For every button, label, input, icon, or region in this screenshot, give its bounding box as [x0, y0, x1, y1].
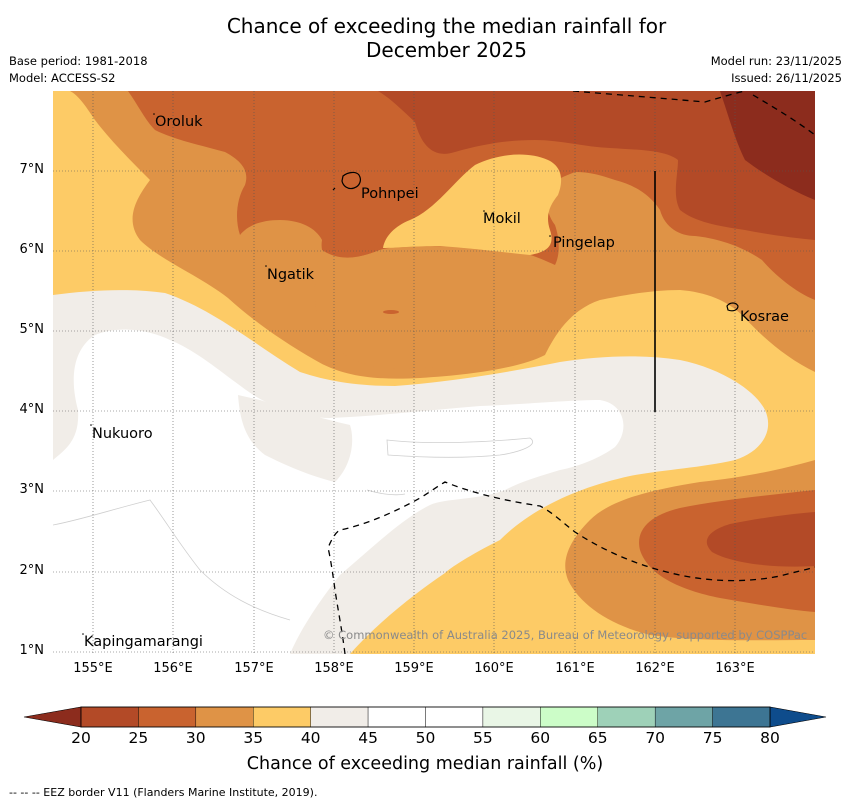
colorbar-tick: 30	[185, 729, 206, 747]
colorbar-cell	[482, 706, 541, 728]
x-tick-label: 155°E	[73, 661, 113, 676]
title-line-2: December 2025	[366, 38, 527, 62]
place-label-pingelap: Pingelap	[553, 235, 615, 251]
colorbar-cell	[425, 706, 484, 728]
meta-right: Model run: 23/11/2025 Issued: 26/11/2025	[711, 53, 842, 87]
eez-note: -- -- -- EEZ border V11 (Flanders Marine…	[9, 786, 318, 799]
contour-3	[366, 489, 406, 496]
title-line-1: Chance of exceeding the median rainfall …	[226, 14, 667, 38]
y-tick-label: 3°N	[19, 482, 45, 497]
colorbar-tick: 40	[300, 729, 321, 747]
colorbar-tick: 35	[243, 729, 264, 747]
y-tick-label: 1°N	[19, 643, 45, 658]
x-tick-label: 158°E	[314, 661, 354, 676]
colorbar-tick: 65	[587, 729, 608, 747]
colorbar-tick: 50	[415, 729, 436, 747]
pingelap-island	[549, 235, 551, 237]
grid-lines	[53, 91, 815, 654]
colorbar-cell	[540, 706, 598, 728]
y-tick-label: 2°N	[19, 563, 45, 578]
band-20-25-north	[378, 91, 815, 240]
x-tick-label: 156°E	[153, 661, 193, 676]
colorbar-cell	[712, 706, 771, 728]
issued-label: Issued: 26/11/2025	[731, 71, 842, 85]
colorbar-tick: 20	[71, 729, 91, 747]
place-label-kosrae: Kosrae	[740, 309, 789, 325]
base-period-label: Base period: 1981-2018	[9, 54, 148, 68]
band-20-25-southeast	[706, 512, 815, 567]
model-run-label: Model run: 23/11/2025	[710, 54, 842, 68]
x-tick-label: 157°E	[234, 661, 274, 676]
place-label-kapingamarangi: Kapingamarangi	[84, 634, 203, 650]
place-label-ngatik: Ngatik	[267, 267, 315, 283]
colorbar-tick: 55	[473, 729, 493, 747]
colorbar-tick: 75	[702, 729, 723, 747]
model-label: Model: ACCESS-S2	[9, 71, 116, 85]
ngatik-island	[265, 265, 267, 267]
colorbar-tick: 80	[760, 729, 780, 747]
y-tick-label: 4°N	[19, 402, 45, 417]
colorbar-over-arrow	[769, 706, 827, 728]
colorbar-frame	[80, 706, 771, 728]
colorbar-cell	[253, 706, 311, 728]
pohnpei-islet	[332, 187, 336, 191]
colorbar-cell	[195, 706, 254, 728]
x-tick-label: 159°E	[394, 661, 434, 676]
kapingamarangi-island	[82, 633, 84, 635]
small-spot	[383, 310, 399, 314]
colorbar-cell	[310, 706, 369, 728]
colorbar-cell	[138, 706, 197, 728]
band-30-35-interior	[314, 246, 554, 369]
mokil-island	[483, 210, 485, 212]
eez-border	[327, 91, 815, 654]
kosrae-island	[726, 302, 739, 312]
place-label-nukuoro: Nukuoro	[92, 426, 153, 442]
band-45-55	[53, 329, 624, 654]
x-tick-label: 160°E	[474, 661, 514, 676]
band-40-45-patch	[238, 395, 353, 482]
pohnpei-island	[341, 171, 361, 190]
y-tick-label: 6°N	[19, 242, 45, 257]
colorbar-under-arrow	[23, 706, 82, 728]
colorbar	[23, 706, 827, 728]
x-tick-label: 162°E	[635, 661, 675, 676]
x-tick-label: 161°E	[555, 661, 595, 676]
oroluk-island	[153, 113, 155, 115]
x-tick-label: 163°E	[715, 661, 755, 676]
y-tick-label: 5°N	[19, 322, 45, 337]
colorbar-cell	[654, 706, 713, 728]
map-title: Chance of exceeding the median rainfall …	[0, 14, 850, 62]
colorbar-cell	[80, 706, 139, 728]
colorbar-tick: 25	[128, 729, 149, 747]
y-tick-label: 7°N	[19, 162, 45, 177]
colorbar-tick: 45	[358, 729, 378, 747]
band-35-40-interior	[383, 154, 562, 255]
copyright-text: © Commonwealth of Australia 2025, Bureau…	[323, 628, 808, 642]
place-label-mokil: Mokil	[483, 211, 521, 227]
contour-1	[386, 437, 533, 458]
colorbar-label: Chance of exceeding median rainfall (%)	[246, 754, 604, 774]
colorbar-tick: 60	[530, 729, 551, 747]
colorbar-cell	[597, 706, 656, 728]
meta-left: Base period: 1981-2018 Model: ACCESS-S2	[9, 53, 148, 87]
colorbar-cell	[367, 706, 426, 728]
place-label-oroluk: Oroluk	[155, 114, 203, 130]
contour-2	[53, 499, 291, 621]
nukuoro-island	[90, 424, 92, 426]
place-label-pohnpei: Pohnpei	[361, 186, 419, 202]
colorbar-tick: 70	[645, 729, 666, 747]
